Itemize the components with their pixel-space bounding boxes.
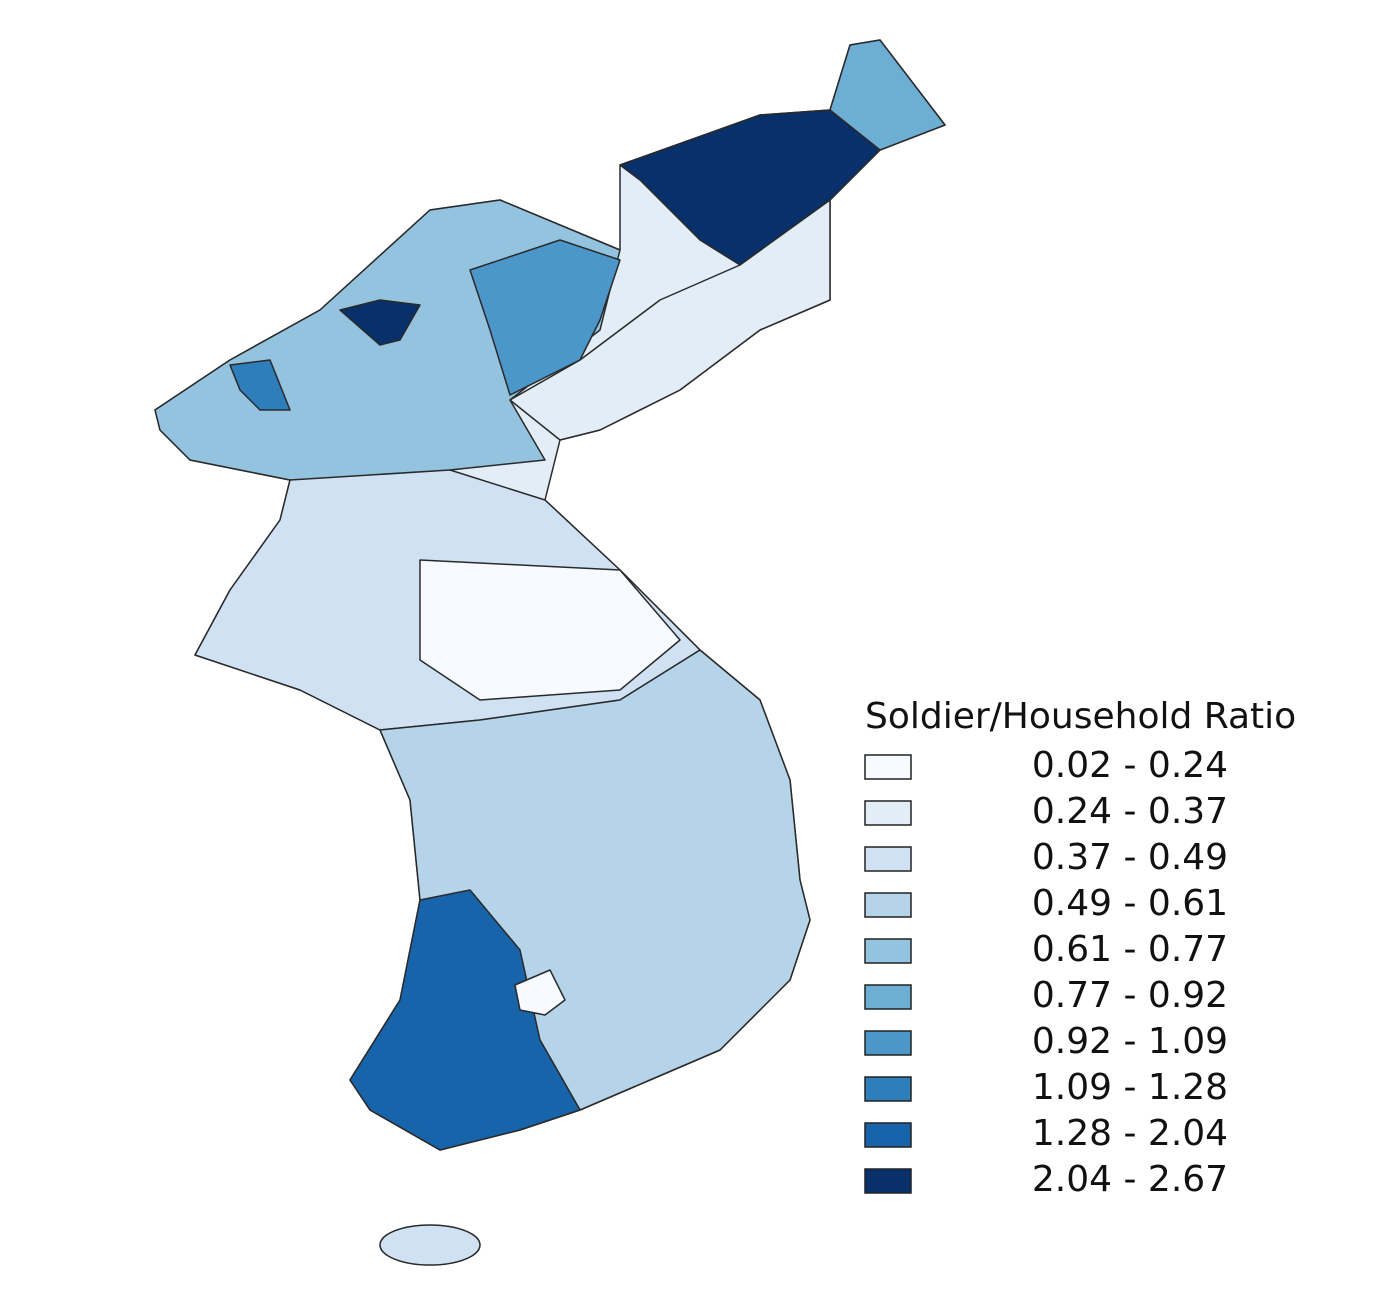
region-north-mid <box>469 239 621 396</box>
legend-label: 0.37 - 0.49 <box>1032 837 1228 878</box>
region-center-light <box>419 559 681 701</box>
jeju <box>379 1224 481 1266</box>
region-southwest <box>349 889 581 1151</box>
region-ne-far <box>829 39 946 151</box>
legend-label: 2.04 - 2.67 <box>1032 1159 1228 1200</box>
legend-label: 0.49 - 0.61 <box>1032 883 1228 924</box>
legend-label: 0.61 - 0.77 <box>1032 929 1228 970</box>
legend-swatch <box>864 1122 912 1148</box>
legend-swatch <box>864 892 912 918</box>
legend-swatch <box>864 800 912 826</box>
legend-label: 0.02 - 0.24 <box>1032 745 1228 786</box>
legend-swatch <box>864 1030 912 1056</box>
region-nw-dark <box>339 299 421 346</box>
legend-label: 0.92 - 1.09 <box>1032 1021 1228 1062</box>
legend: 0.02 - 0.24 0.24 - 0.37 0.37 - 0.49 0.49 - … <box>864 745 1228 1200</box>
legend-label: 1.09 - 1.28 <box>1032 1067 1228 1108</box>
legend-label: 1.28 - 2.04 <box>1032 1113 1228 1154</box>
legend-swatch <box>864 1168 912 1194</box>
legend-title: Soldier/Household Ratio <box>865 696 1296 737</box>
region-ne-coast <box>509 199 831 441</box>
legend-swatch <box>864 754 912 780</box>
region-nw-blue <box>229 359 291 411</box>
map-regions <box>154 39 946 1266</box>
legend-swatch <box>864 1076 912 1102</box>
legend-swatch <box>864 938 912 964</box>
legend-label: 0.77 - 0.92 <box>1032 975 1228 1016</box>
region-sw-light <box>514 969 566 1016</box>
legend-label: 0.24 - 0.37 <box>1032 791 1228 832</box>
legend-swatch <box>864 984 912 1010</box>
legend-swatch <box>864 846 912 872</box>
